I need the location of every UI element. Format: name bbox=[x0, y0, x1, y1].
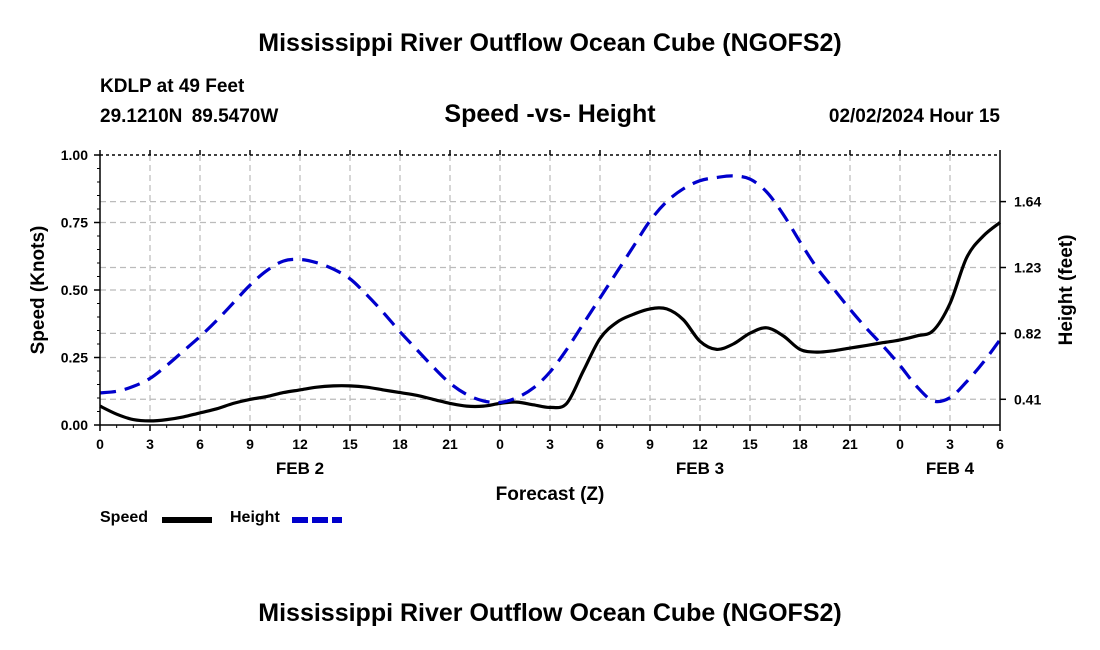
grid-lines bbox=[100, 155, 1000, 425]
x-tick-label: 12 bbox=[692, 436, 708, 452]
series-line-speed bbox=[99, 221, 1002, 423]
day-label: FEB 3 bbox=[676, 459, 724, 478]
chart-labels: 0 3 6 9 12 15 18 21 0 3 6 9 12 15 18 21 0 3 6 FEB 2 FEB 3 FEB… bbox=[28, 147, 1077, 505]
x-tick-label: 15 bbox=[342, 436, 358, 452]
y-right-tick-label: 1.23 bbox=[1014, 260, 1041, 276]
x-tick-label: 3 bbox=[946, 436, 954, 452]
x-tick-label: 0 bbox=[896, 436, 904, 452]
x-tick-label: 6 bbox=[196, 436, 204, 452]
station-name: KDLP at 49 Feet bbox=[100, 76, 245, 97]
x-tick-label: 6 bbox=[596, 436, 604, 452]
y-left-tick-label: 0.75 bbox=[61, 215, 88, 231]
x-tick-label: 15 bbox=[742, 436, 758, 452]
y-right-tick-label: 0.41 bbox=[1014, 391, 1041, 407]
chart-subtitle: Speed -vs- Height bbox=[444, 100, 656, 128]
station-lat: 29.1210N bbox=[100, 106, 183, 127]
y-left-axis-title: Speed (Knots) bbox=[28, 226, 49, 355]
x-tick-label: 9 bbox=[646, 436, 654, 452]
chart-axes bbox=[94, 150, 1006, 431]
day-label: FEB 2 bbox=[276, 459, 324, 478]
main-title: Mississippi River Outflow Ocean Cube (NG… bbox=[258, 29, 842, 57]
x-tick-label: 3 bbox=[146, 436, 154, 452]
series-line-height bbox=[99, 174, 1002, 405]
y-left-tick-label: 1.00 bbox=[61, 147, 88, 163]
x-tick-label: 21 bbox=[842, 436, 858, 452]
footer-title: Mississippi River Outflow Ocean Cube (NG… bbox=[258, 599, 842, 627]
legend-height-label: Height bbox=[230, 509, 280, 526]
x-tick-label: 0 bbox=[96, 436, 104, 452]
y-left-tick-label: 0.25 bbox=[61, 350, 88, 366]
y-right-tick-label: 1.64 bbox=[1014, 194, 1041, 210]
x-tick-label: 21 bbox=[442, 436, 458, 452]
x-tick-label: 9 bbox=[246, 436, 254, 452]
y-left-tick-label: 0.00 bbox=[61, 417, 88, 433]
forecast-datetime: 02/02/2024 Hour 15 bbox=[828, 106, 1000, 127]
station-coordinates: 29.1210N 89.5470W bbox=[100, 106, 278, 128]
x-tick-label: 0 bbox=[496, 436, 504, 452]
x-axis-title: Forecast (Z) bbox=[496, 484, 605, 505]
x-tick-label: 18 bbox=[392, 436, 408, 452]
x-tick-label: 6 bbox=[996, 436, 1004, 452]
x-tick-label: 18 bbox=[792, 436, 808, 452]
y-right-axis-title: Height (feet) bbox=[1056, 235, 1077, 346]
series-lines bbox=[99, 174, 1002, 423]
y-left-tick-label: 0.50 bbox=[61, 282, 88, 298]
x-tick-label: 3 bbox=[546, 436, 554, 452]
legend-speed-label: Speed bbox=[100, 509, 149, 526]
y-right-tick-label: 0.82 bbox=[1014, 325, 1041, 341]
x-tick-label: 12 bbox=[292, 436, 308, 452]
station-lon: 89.5470W bbox=[191, 106, 279, 127]
day-label: FEB 4 bbox=[926, 459, 975, 478]
